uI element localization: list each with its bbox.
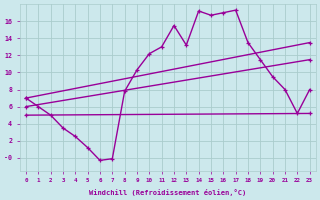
X-axis label: Windchill (Refroidissement éolien,°C): Windchill (Refroidissement éolien,°C) bbox=[89, 189, 246, 196]
